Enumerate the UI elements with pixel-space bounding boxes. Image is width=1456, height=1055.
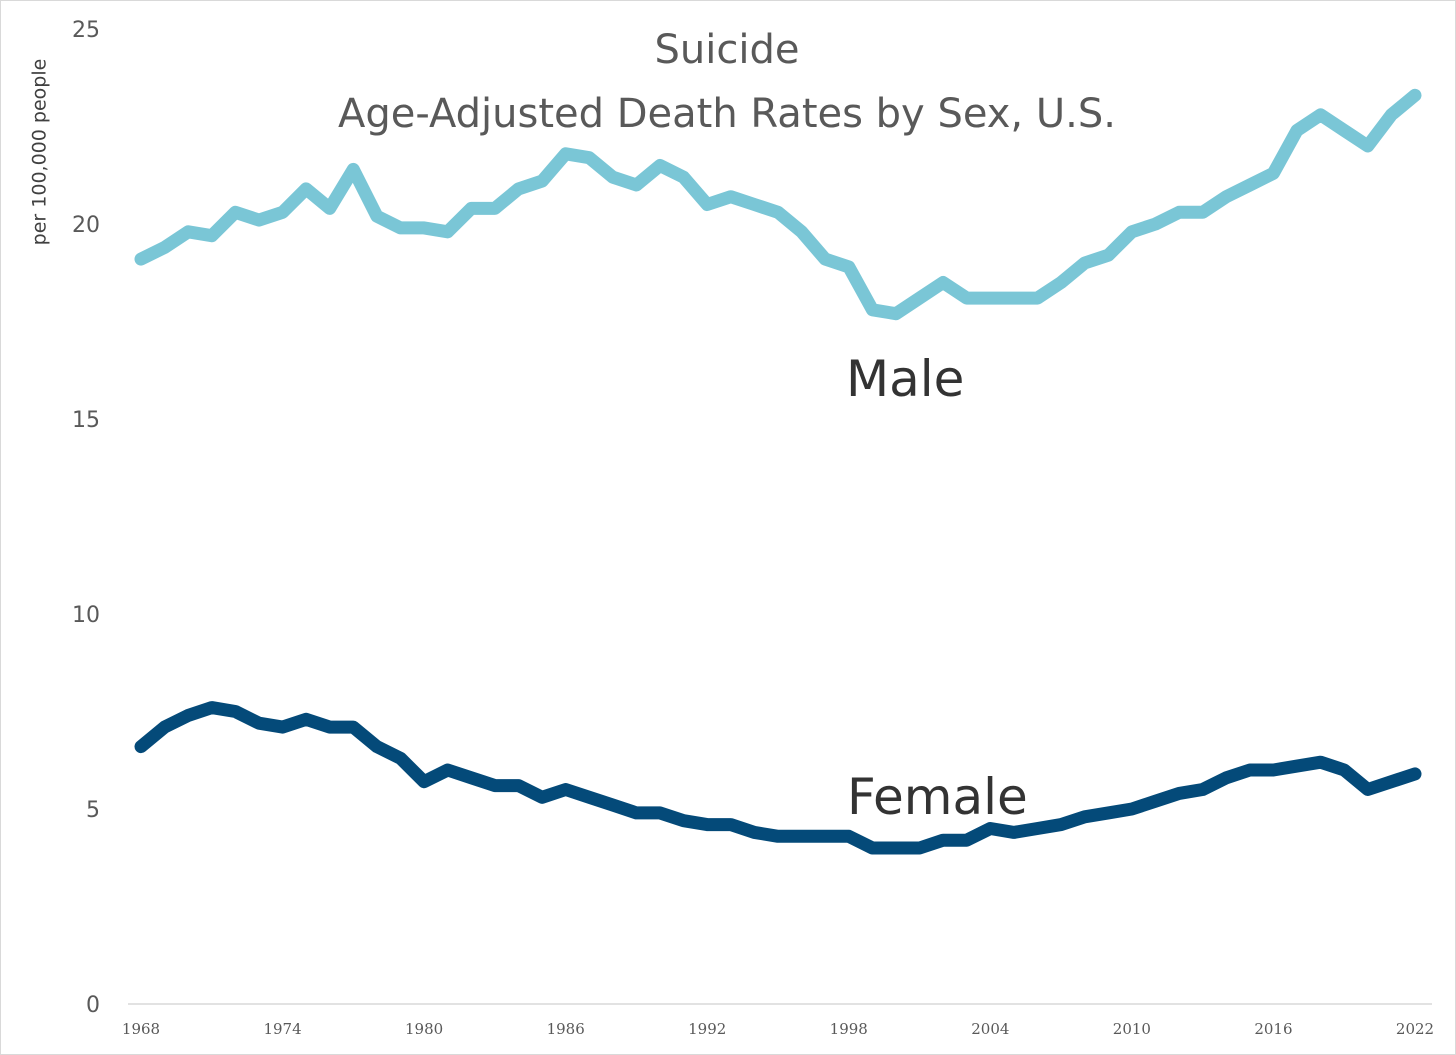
x-tick-label: 1968 [122, 1020, 160, 1038]
x-tick-label: 1974 [263, 1020, 301, 1038]
series-line-male [134, 88, 1422, 321]
chart-title: Suicide [655, 27, 800, 73]
series-line-female [134, 701, 1422, 855]
series-group [134, 88, 1422, 855]
x-tick-label: 1986 [547, 1020, 585, 1038]
y-axis-label: per 100,000 people [29, 59, 51, 246]
x-tick-label: 2016 [1254, 1020, 1292, 1038]
y-axis: 0 5 10 15 20 25 [72, 18, 100, 1018]
y-tick-label: 25 [72, 18, 100, 43]
y-tick-label: 15 [72, 408, 100, 433]
series-label-male: Male [846, 350, 964, 408]
x-tick-label: 2010 [1113, 1020, 1151, 1038]
y-tick-label: 0 [86, 993, 100, 1018]
x-tick-label: 2004 [971, 1020, 1009, 1038]
x-tick-label: 1980 [405, 1020, 443, 1038]
x-tick-label: 1998 [830, 1020, 868, 1038]
chart-subtitle: Age-Adjusted Death Rates by Sex, U.S. [338, 91, 1116, 137]
y-tick-label: 20 [72, 213, 100, 238]
y-tick-label: 10 [72, 603, 100, 628]
x-axis: 1968 1974 1980 1986 1992 1998 2004 2010 2016 2022 [122, 1020, 1434, 1038]
series-label-female: Female [847, 768, 1028, 826]
y-tick-label: 5 [86, 798, 100, 823]
x-tick-label: 2022 [1396, 1020, 1434, 1038]
x-tick-label: 1992 [688, 1020, 726, 1038]
